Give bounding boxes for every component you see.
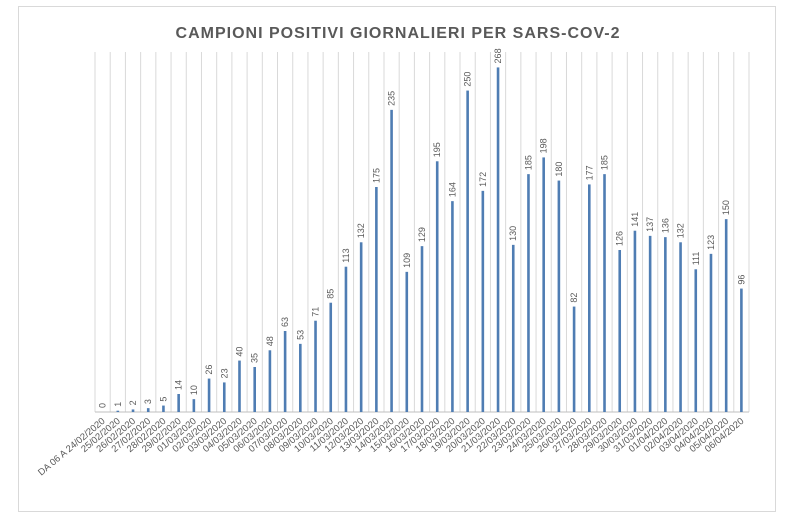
- data-label: 85: [326, 289, 336, 299]
- data-label: 195: [432, 142, 442, 157]
- bar: [207, 378, 211, 412]
- data-label: 40: [234, 347, 244, 357]
- data-label: 82: [569, 293, 579, 303]
- data-label: 141: [630, 212, 640, 227]
- data-label: 235: [387, 91, 397, 106]
- data-label: 35: [250, 353, 260, 363]
- data-label: 268: [493, 48, 503, 63]
- bar: [466, 90, 469, 413]
- data-label: 63: [280, 317, 290, 327]
- bar: [648, 235, 652, 412]
- bar: [222, 382, 226, 412]
- bar: [359, 242, 363, 412]
- bar: [679, 242, 682, 412]
- data-label: 123: [706, 235, 716, 250]
- bar: [420, 246, 424, 412]
- data-label: 137: [645, 217, 655, 232]
- data-label: 96: [736, 275, 746, 285]
- data-label: 2: [128, 400, 138, 405]
- bar: [633, 230, 637, 412]
- bar: [314, 320, 317, 412]
- data-label: 26: [204, 365, 214, 375]
- bar: [603, 174, 606, 412]
- bar: [496, 67, 500, 412]
- bar: [177, 394, 180, 412]
- data-label: 185: [600, 155, 610, 170]
- data-label: 250: [463, 72, 473, 87]
- bar: [390, 109, 393, 412]
- chart-title: CAMPIONI POSITIVI GIORNALIERI PER SARS-C…: [175, 25, 621, 42]
- bar: [451, 201, 454, 412]
- data-label: 109: [402, 253, 412, 268]
- data-label: 1: [113, 402, 123, 407]
- data-label: 0: [98, 403, 108, 408]
- data-label: 180: [554, 162, 564, 177]
- data-label: 3: [143, 399, 153, 404]
- bar: [435, 161, 439, 412]
- bar: [146, 408, 150, 412]
- data-label: 132: [676, 223, 686, 238]
- data-label: 172: [478, 172, 488, 187]
- data-label: 177: [584, 165, 594, 180]
- data-label: 130: [508, 226, 518, 241]
- bar: [299, 343, 302, 412]
- bar: [724, 219, 728, 412]
- bar: [542, 157, 545, 412]
- bar: [572, 306, 576, 412]
- bar: [329, 302, 333, 412]
- chart-frame: CAMPIONI POSITIVI GIORNALIERI PER SARS-C…: [18, 6, 776, 512]
- data-label: 132: [356, 223, 366, 238]
- data-label: 53: [295, 330, 305, 340]
- data-label: 10: [189, 385, 199, 395]
- data-label: 111: [691, 252, 701, 266]
- bar: [131, 409, 135, 412]
- bar: [557, 180, 561, 412]
- data-label: 150: [721, 200, 731, 215]
- bar: [162, 405, 165, 412]
- bar: [238, 360, 241, 412]
- bar: [405, 271, 409, 412]
- bar: [344, 266, 348, 412]
- data-label: 23: [219, 368, 229, 378]
- bar: [268, 350, 272, 412]
- bar: [511, 244, 515, 412]
- bar: [740, 288, 743, 412]
- data-label: 129: [417, 227, 427, 242]
- bar: [375, 187, 378, 412]
- data-label: 5: [158, 397, 168, 402]
- data-label: 113: [341, 248, 351, 262]
- bar: [253, 367, 256, 412]
- data-label: 136: [660, 218, 670, 233]
- data-label: 198: [539, 138, 549, 153]
- bar: [618, 250, 622, 412]
- data-label: 48: [265, 336, 275, 346]
- data-label: 185: [523, 155, 533, 170]
- data-label: 164: [447, 182, 457, 197]
- bar: [709, 253, 713, 412]
- bar: [116, 410, 120, 412]
- data-label: 71: [311, 307, 321, 317]
- data-label: 175: [371, 168, 381, 183]
- bar: [694, 269, 698, 412]
- data-label: 126: [615, 231, 625, 246]
- bar: [481, 190, 485, 412]
- bar: [664, 237, 667, 412]
- bar: [527, 174, 530, 412]
- bar: [192, 399, 196, 412]
- bar: [283, 331, 287, 412]
- data-label: 14: [174, 380, 184, 390]
- bar: [588, 184, 591, 412]
